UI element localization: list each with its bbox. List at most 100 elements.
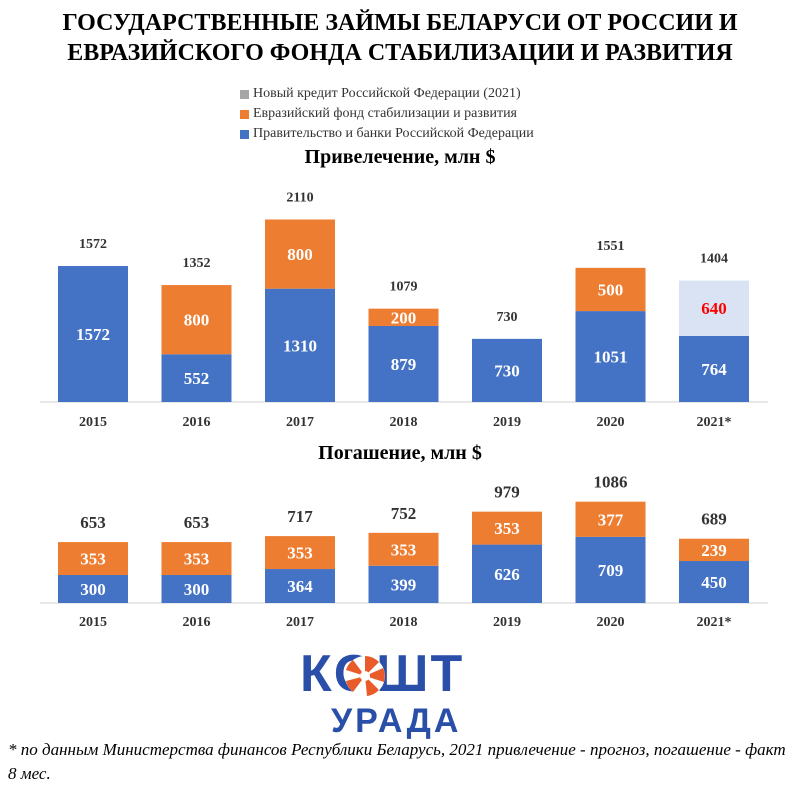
bar-efsd-2021 bbox=[679, 538, 749, 562]
data-label-efsd-2021: 239 bbox=[701, 541, 727, 560]
x-tick-label-2018: 2018 bbox=[390, 615, 418, 630]
bar-efsd-2017 bbox=[265, 536, 335, 570]
legend-item-russia: Правительство и банки Российской Федерац… bbox=[240, 124, 534, 144]
total-label-2020: 1086 bbox=[594, 473, 628, 492]
legend-label-efsd: Евразийский фонд стабилизации и развития bbox=[253, 106, 517, 121]
data-label-russia-2015: 300 bbox=[80, 580, 106, 599]
data-label-russia-2021: 764 bbox=[701, 360, 727, 379]
bar-russia-2021 bbox=[679, 561, 749, 603]
bar-russia-2020 bbox=[575, 311, 646, 402]
x-tick-label-2019: 2019 bbox=[493, 615, 521, 630]
data-label-russia-2020: 709 bbox=[598, 561, 624, 580]
bar-efsd-2020 bbox=[575, 267, 646, 312]
total-label-2016: 653 bbox=[184, 513, 210, 532]
bar-efsd-2020 bbox=[575, 501, 646, 537]
bar-russia-2015 bbox=[58, 575, 128, 603]
x-tick-label-2016: 2016 bbox=[183, 615, 211, 630]
bar-russia-2018 bbox=[368, 325, 439, 402]
data-label-russia-2020: 1051 bbox=[594, 348, 628, 367]
legend-label-new-credit: Новый кредит Российской Федерации (2021) bbox=[253, 86, 521, 101]
legend-swatch-russia bbox=[240, 129, 249, 139]
data-label-efsd-2018: 200 bbox=[391, 308, 417, 327]
footnote: * по данным Министерства финансов Респуб… bbox=[8, 740, 786, 783]
borrowing-chart: 1572 1572 2015 552 800 1352 2016 1310 800 2110 201… bbox=[40, 190, 768, 430]
bar-new-credit-2021 bbox=[679, 280, 749, 336]
data-label-efsd-2019: 353 bbox=[494, 519, 520, 538]
bar-efsd-2017 bbox=[265, 219, 335, 289]
bar-russia-2017 bbox=[265, 288, 335, 402]
data-label-russia-2021: 450 bbox=[701, 573, 727, 592]
x-tick-label-2019: 2019 bbox=[493, 415, 521, 430]
legend-swatch-efsd bbox=[240, 109, 249, 119]
total-label-2018: 1079 bbox=[390, 280, 418, 295]
bar-russia-2015 bbox=[58, 266, 128, 402]
total-label-2021: 1404 bbox=[700, 252, 728, 267]
x-tick-label-2017: 2017 bbox=[286, 615, 314, 630]
logo: КОШТ УРАДА bbox=[300, 645, 500, 740]
x-tick-label-2015: 2015 bbox=[79, 615, 107, 630]
data-label-russia-2018: 879 bbox=[391, 355, 417, 374]
total-label-2016: 1352 bbox=[183, 256, 211, 271]
borrowing-chart-title: Привелечение, млн $ bbox=[304, 146, 496, 168]
bar-efsd-2019 bbox=[472, 511, 542, 545]
data-label-new-credit-2021: 640 bbox=[701, 299, 727, 318]
data-label-russia-2019: 730 bbox=[494, 361, 520, 380]
x-tick-label-2016: 2016 bbox=[183, 415, 211, 430]
total-label-2019: 730 bbox=[497, 310, 518, 325]
data-label-efsd-2017: 353 bbox=[287, 544, 313, 563]
bar-russia-2020 bbox=[575, 536, 646, 603]
data-label-russia-2018: 399 bbox=[391, 575, 417, 594]
data-label-russia-2017: 364 bbox=[287, 577, 313, 596]
data-label-efsd-2016: 800 bbox=[184, 311, 210, 330]
bar-efsd-2018 bbox=[368, 532, 439, 566]
x-tick-label-2020: 2020 bbox=[597, 615, 625, 630]
total-label-2020: 1551 bbox=[597, 239, 625, 254]
x-tick-label-2018: 2018 bbox=[390, 415, 418, 430]
data-label-efsd-2020: 377 bbox=[598, 510, 624, 529]
total-label-2019: 979 bbox=[494, 483, 520, 502]
coin-burst-icon bbox=[345, 656, 385, 696]
page-title-line-1: ГОСУДАРСТВЕННЫЕ ЗАЙМЫ БЕЛАРУСИ ОТ РОССИИ… bbox=[62, 10, 738, 36]
x-tick-label-2021: 2021* bbox=[697, 415, 732, 430]
data-label-russia-2016: 300 bbox=[184, 580, 210, 599]
bar-efsd-2016 bbox=[161, 542, 232, 576]
total-label-2017: 717 bbox=[287, 507, 313, 526]
total-label-2017: 2110 bbox=[286, 190, 313, 205]
data-label-russia-2016: 552 bbox=[184, 369, 210, 388]
data-label-efsd-2018: 353 bbox=[391, 540, 417, 559]
x-tick-label-2021: 2021* bbox=[697, 615, 732, 630]
page-title-line-2: ЕВРАЗИЙСКОГО ФОНДА СТАБИЛИЗАЦИИ И РАЗВИТ… bbox=[67, 40, 733, 66]
data-label-efsd-2020: 500 bbox=[598, 280, 624, 299]
bar-russia-2017 bbox=[265, 569, 335, 603]
data-label-russia-2017: 1310 bbox=[283, 336, 317, 355]
x-tick-label-2015: 2015 bbox=[79, 415, 107, 430]
legend-label-russia: Правительство и банки Российской Федерац… bbox=[253, 126, 534, 141]
total-label-2015: 653 bbox=[80, 513, 106, 532]
bar-efsd-2018 bbox=[368, 308, 439, 326]
total-label-2015: 1572 bbox=[79, 237, 107, 252]
data-label-russia-2019: 626 bbox=[494, 565, 520, 584]
bar-russia-2019 bbox=[472, 544, 542, 603]
data-label-efsd-2017: 800 bbox=[287, 245, 313, 264]
x-tick-label-2020: 2020 bbox=[597, 415, 625, 430]
bar-russia-2021 bbox=[679, 335, 749, 402]
legend-swatch-new-credit bbox=[240, 89, 249, 99]
repayment-chart: 300 353 653 2015 300 353 653 2016 364 353 717 2017 3… bbox=[40, 473, 768, 630]
data-label-efsd-2016: 353 bbox=[184, 550, 210, 569]
x-tick-label-2017: 2017 bbox=[286, 415, 314, 430]
bar-russia-2016 bbox=[161, 354, 232, 402]
total-label-2018: 752 bbox=[391, 504, 417, 523]
repayment-chart-title: Погашение, млн $ bbox=[318, 442, 482, 464]
logo-word-bottom: УРАДА bbox=[331, 702, 462, 740]
bar-russia-2016 bbox=[161, 575, 232, 603]
bar-russia-2019 bbox=[472, 338, 542, 402]
data-label-efsd-2015: 353 bbox=[80, 550, 106, 569]
legend: Новый кредит Российской Федерации (2021)… bbox=[240, 84, 534, 144]
legend-item-new-credit: Новый кредит Российской Федерации (2021) bbox=[240, 84, 534, 104]
legend-item-efsd: Евразийский фонд стабилизации и развития bbox=[240, 104, 534, 124]
bar-efsd-2015 bbox=[58, 542, 128, 576]
data-label-russia-2015: 1572 bbox=[76, 325, 110, 344]
bar-russia-2018 bbox=[368, 565, 439, 603]
bar-efsd-2016 bbox=[161, 285, 232, 355]
total-label-2021: 689 bbox=[701, 510, 727, 529]
